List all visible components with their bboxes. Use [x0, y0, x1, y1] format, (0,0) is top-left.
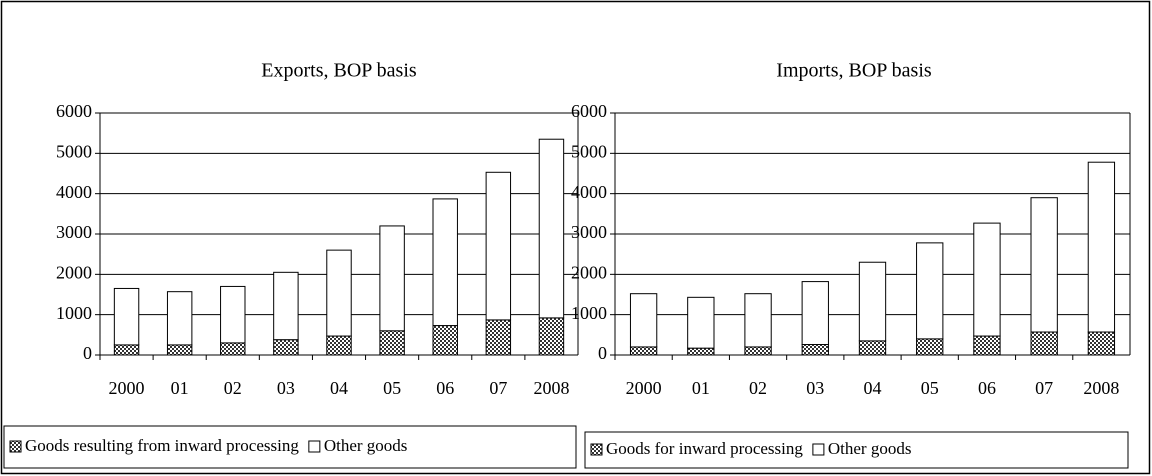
x-tick-label: 07 [489, 378, 507, 398]
x-tick-label: 05 [383, 378, 401, 398]
bar [220, 285, 246, 344]
y-tick-label: 0 [83, 343, 92, 363]
x-tick-label: 03 [806, 378, 824, 398]
bar [113, 344, 140, 356]
bar [687, 347, 715, 356]
x-tick-label: 2000 [626, 378, 662, 398]
bar [113, 287, 140, 346]
bar [1030, 197, 1058, 333]
legend-box [3, 425, 577, 469]
x-tick-label: 07 [1035, 378, 1053, 398]
y-tick-label: 2000 [571, 262, 607, 282]
bar [629, 346, 658, 356]
chart-title: Exports, BOP basis [261, 60, 417, 82]
bar [326, 249, 352, 337]
bar [166, 291, 193, 346]
y-tick-label: 6000 [571, 101, 607, 121]
x-tick-label: 03 [277, 378, 295, 398]
x-tick-label: 05 [921, 378, 939, 398]
bar [629, 293, 658, 348]
chart-title: Imports, BOP basis [776, 60, 932, 82]
bar [326, 335, 352, 356]
y-tick-label: 1000 [571, 303, 607, 323]
bar [432, 325, 458, 356]
bar [538, 317, 565, 356]
x-tick-label: 04 [330, 378, 348, 398]
bar [916, 338, 944, 356]
legend-label: Other goods [828, 439, 912, 458]
bar [744, 346, 772, 356]
bar [973, 335, 1001, 356]
bar [485, 171, 512, 321]
y-tick-label: 5000 [56, 141, 92, 161]
bar [273, 271, 299, 341]
bar [916, 242, 944, 340]
legend-label: Goods for inward processing [606, 439, 803, 458]
bar [166, 344, 193, 356]
y-tick-label: 3000 [56, 222, 92, 242]
bar [379, 330, 405, 356]
bar [485, 319, 512, 356]
bar [858, 261, 887, 342]
bar [858, 340, 887, 356]
legend-swatch [308, 440, 321, 453]
y-tick-label: 2000 [56, 262, 92, 282]
x-tick-label: 01 [692, 378, 710, 398]
legend-label: Goods resulting from inward processing [25, 436, 299, 455]
bar [1087, 331, 1116, 356]
legend-swatch [590, 443, 603, 456]
y-tick-label: 4000 [571, 182, 607, 202]
bar [801, 281, 829, 346]
x-tick-label: 2008 [1083, 378, 1119, 398]
y-tick-label: 4000 [56, 182, 92, 202]
y-tick-label: 3000 [571, 222, 607, 242]
bar [1030, 331, 1058, 356]
bar [273, 339, 299, 356]
bar [744, 293, 772, 348]
x-tick-label: 06 [436, 378, 454, 398]
y-tick-label: 1000 [56, 303, 92, 323]
legend-box [584, 431, 1129, 469]
x-tick-label: 2008 [533, 378, 569, 398]
x-tick-label: 01 [171, 378, 189, 398]
bar [801, 344, 829, 356]
bar [220, 342, 246, 356]
legend-label: Other goods [324, 436, 408, 455]
legend-swatch [9, 440, 22, 453]
x-tick-label: 04 [864, 378, 882, 398]
x-tick-label: 02 [749, 378, 767, 398]
x-tick-label: 06 [978, 378, 996, 398]
bar [538, 138, 565, 319]
bar [432, 198, 458, 327]
y-tick-label: 5000 [571, 141, 607, 161]
y-tick-label: 6000 [56, 101, 92, 121]
y-tick-label: 0 [598, 343, 607, 363]
x-tick-label: 02 [224, 378, 242, 398]
bar [687, 296, 715, 349]
bar [379, 225, 405, 332]
legend-swatch [812, 443, 825, 456]
bar [973, 222, 1001, 337]
bar [1087, 161, 1116, 333]
x-tick-label: 2000 [109, 378, 145, 398]
